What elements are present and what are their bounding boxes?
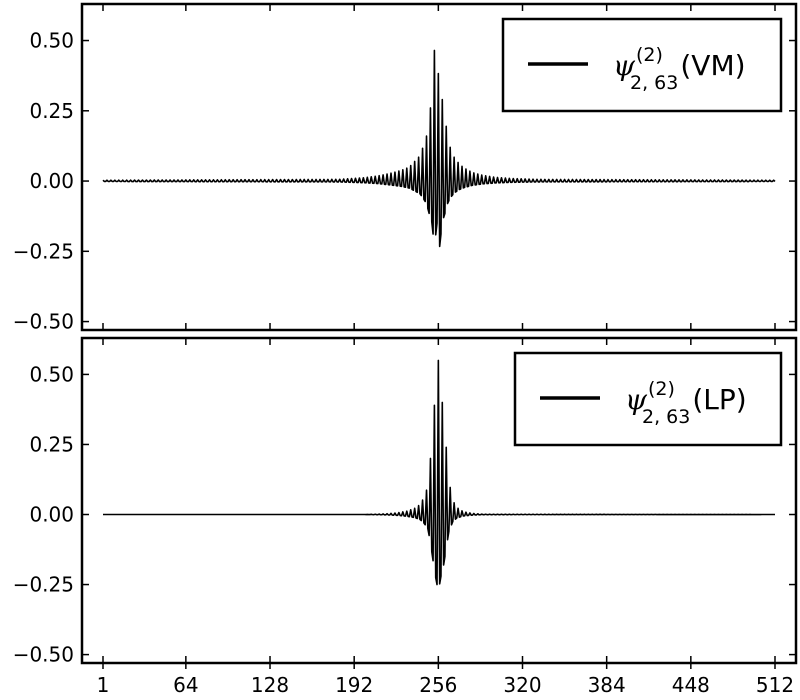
legend-superscript: (2) [648,378,675,400]
y-tick-label: −0.25 [13,239,74,263]
x-tick-label: 1 [97,673,110,697]
legend-symbol: ψ [625,383,648,416]
y-tick-label: −0.50 [13,310,74,334]
x-tick-label: 256 [419,673,457,697]
y-tick-label: 0.25 [29,432,74,456]
x-tick-label: 128 [251,673,289,697]
x-tick-label: 384 [588,673,626,697]
y-tick-label: −0.50 [13,643,74,667]
legend-subscript: 2, 63 [642,406,690,428]
series-line-0-0 [102,49,776,248]
legend: ψ(2) 2, 63(LP) [513,351,783,447]
x-tick-label: 512 [756,673,794,697]
x-tick-label: 192 [335,673,373,697]
top-panel: 0.50 0.25 0.00 −0.25 −0.50 ψ(2) 2, 63(VM) [13,2,798,334]
legend-suffix: (VM) [680,49,745,82]
y-tick-label: 0.50 [29,362,74,386]
legend: ψ(2) 2, 63(VM) [501,17,783,113]
x-tick-label: 64 [173,673,198,697]
y-tick-label: 0.00 [29,503,74,527]
x-tick-label: 320 [503,673,541,697]
legend-symbol: ψ [613,49,636,82]
series-line-1-0 [103,359,775,586]
legend-subscript: 2, 63 [630,72,678,94]
legend-superscript: (2) [636,44,663,66]
legend-suffix: (LP) [692,383,746,416]
bottom-panel: 0.50 0.25 0.00 −0.25 −0.50 ψ(2) 2, 63(LP) [13,336,798,667]
legend-label: ψ(2) 2, 63(VM) [613,44,746,94]
x-axis: 1 64 128 192 256 320 384 448 512 [97,663,794,697]
y-tick-label: 0.25 [29,99,74,123]
legend-label: ψ(2) 2, 63(LP) [625,378,747,428]
y-tick-label: −0.25 [13,573,74,597]
y-tick-label: 0.00 [29,169,74,193]
x-tick-label: 448 [672,673,710,697]
y-tick-label: 0.50 [29,29,74,53]
